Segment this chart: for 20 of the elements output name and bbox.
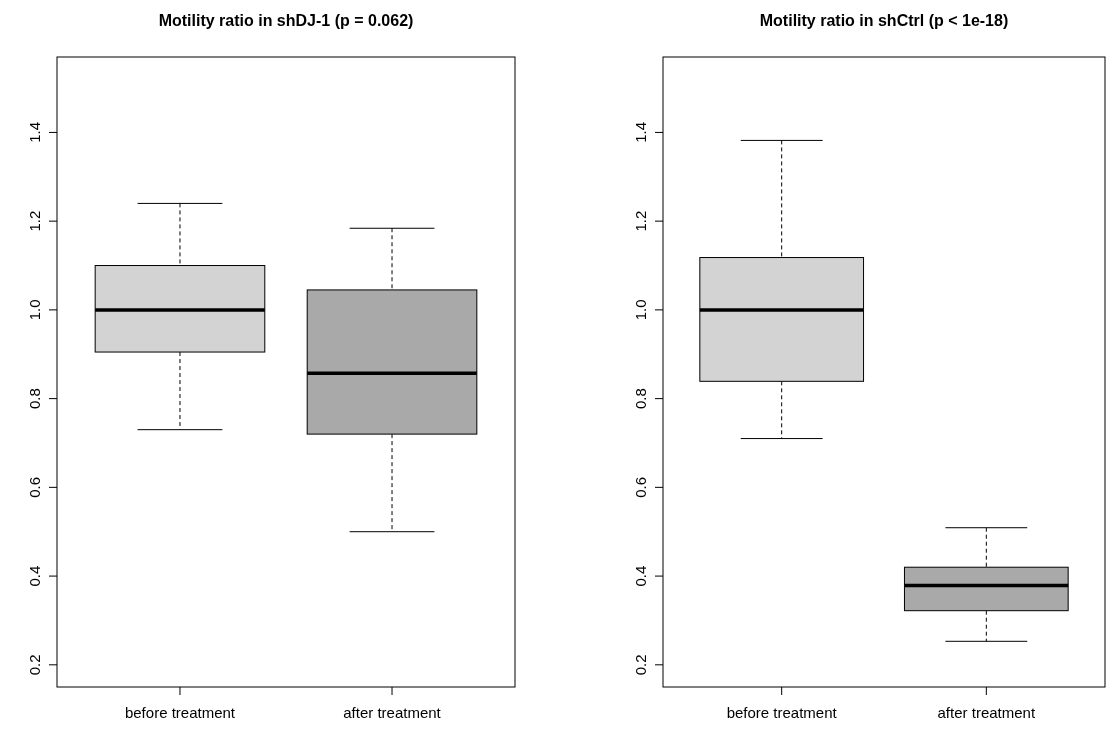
y-tick-label: 1.0: [632, 299, 649, 321]
x-tick-label: after treatment: [343, 704, 442, 721]
y-tick-label: 0.8: [632, 388, 649, 410]
x-tick-label: before treatment: [124, 704, 236, 721]
y-tick-label: 1.2: [26, 210, 43, 232]
x-tick-label: before treatment: [726, 704, 838, 721]
y-tick-label: 0.2: [632, 654, 649, 676]
y-tick-label: 0.8: [26, 388, 43, 410]
y-tick-label: 0.2: [26, 654, 43, 676]
y-tick-label: 0.4: [632, 565, 649, 587]
x-tick-label: after treatment: [937, 704, 1036, 721]
chart-title: Motility ratio in shCtrl (p < 1e-18): [759, 12, 1009, 29]
y-tick-label: 0.6: [632, 476, 649, 498]
y-tick-label: 0.4: [26, 565, 43, 587]
y-tick-label: 1.0: [26, 299, 43, 321]
y-tick-label: 1.4: [632, 121, 649, 143]
y-tick-label: 1.4: [26, 121, 43, 143]
y-tick-label: 0.6: [26, 476, 43, 498]
y-tick-label: 1.2: [632, 210, 649, 232]
chart-title: Motility ratio in shDJ-1 (p = 0.062): [158, 12, 414, 29]
